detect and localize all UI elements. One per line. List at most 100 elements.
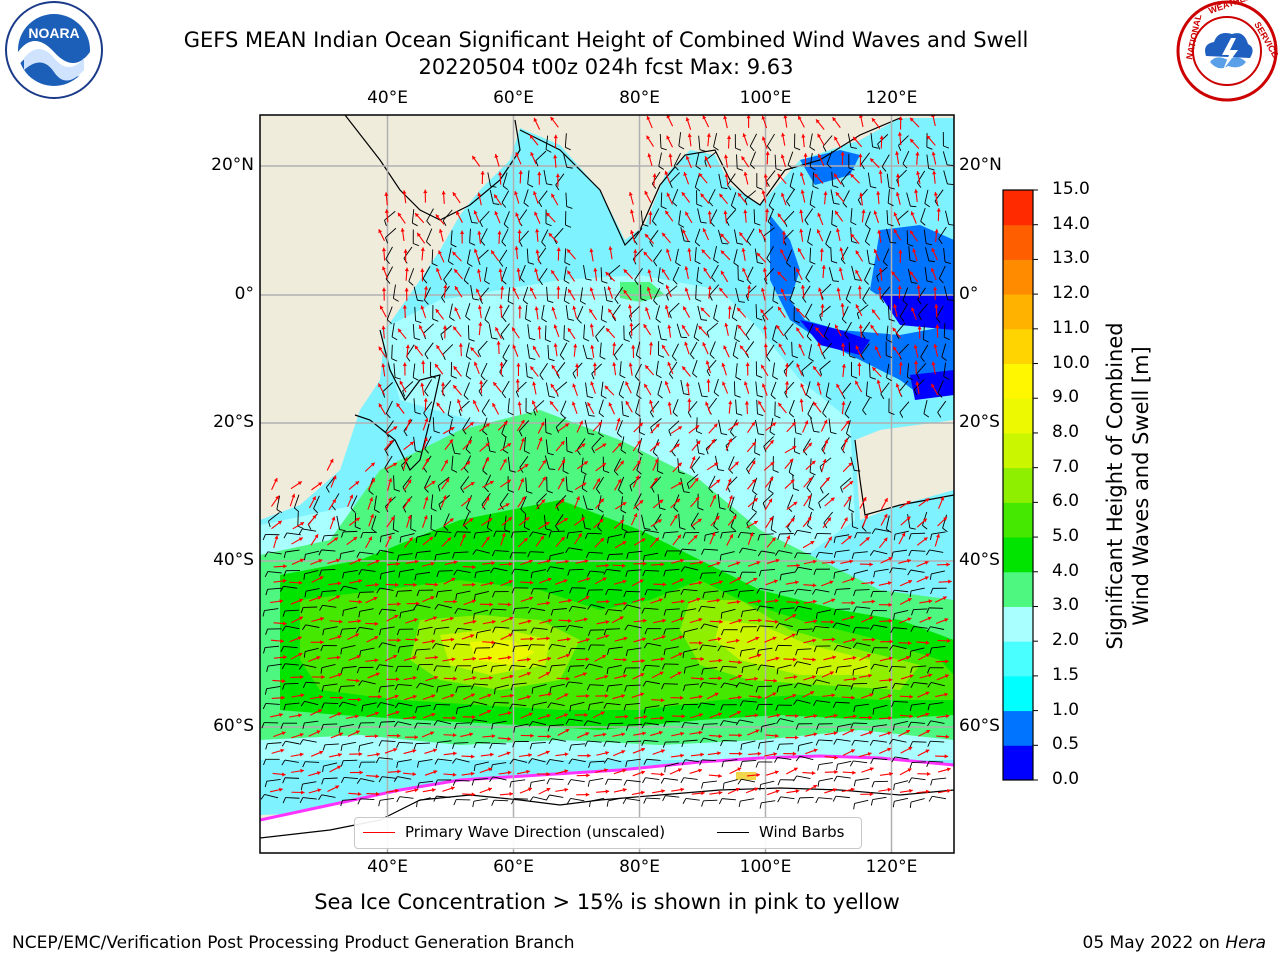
wave-arrowhead xyxy=(402,190,407,194)
wind-barb-flag xyxy=(623,339,630,342)
wave-arrowhead xyxy=(858,153,863,158)
wind-barb xyxy=(484,266,488,281)
wave-arrowhead xyxy=(556,286,561,290)
wave-arrowhead xyxy=(395,582,399,587)
wave-arrowhead xyxy=(737,674,742,679)
wind-barb xyxy=(635,399,640,413)
colorbar-segment xyxy=(1003,224,1033,260)
wave-arrowhead xyxy=(589,323,594,328)
wind-barb-flag xyxy=(815,612,818,619)
wind-barb xyxy=(836,738,851,742)
axis-tick-label: 20°S xyxy=(213,412,254,432)
wind-barb-flag xyxy=(302,722,305,729)
wave-arrowhead xyxy=(623,601,627,606)
wave-arrowhead xyxy=(370,462,375,467)
wave-arrowhead xyxy=(480,170,485,175)
wave-arrowhead xyxy=(741,156,746,161)
wave-arrowhead xyxy=(589,309,593,314)
wind-barb xyxy=(892,738,907,743)
wind-barb-flag xyxy=(490,185,497,188)
wind-barb-flag xyxy=(636,354,642,360)
wave-arrowhead xyxy=(946,638,951,643)
wave-arrowhead xyxy=(718,676,722,681)
wind-barb xyxy=(424,436,432,449)
wind-barb xyxy=(608,609,623,612)
wind-barb xyxy=(759,587,774,592)
wind-barb xyxy=(895,682,910,686)
wind-barb xyxy=(456,722,471,724)
wind-barb xyxy=(435,643,450,648)
wave-arrowhead xyxy=(533,191,537,196)
wave-arrowhead xyxy=(414,345,419,350)
wind-barb-flag xyxy=(889,567,893,574)
wind-barb-flag xyxy=(795,649,798,656)
wave-arrowhead xyxy=(723,154,729,159)
wind-barb-flag xyxy=(394,684,399,691)
colorbar-segment xyxy=(1003,606,1033,642)
wind-barb-flag xyxy=(528,262,535,265)
wind-barb xyxy=(663,777,678,781)
legend-wind-barbs-label: Wind Barbs xyxy=(759,823,845,841)
wave-arrowhead xyxy=(432,748,437,753)
wind-barb-flag xyxy=(759,802,762,809)
wave-arrowhead xyxy=(643,714,648,719)
wave-arrowhead xyxy=(800,383,805,388)
wind-barb-flag xyxy=(489,776,494,783)
wind-barb xyxy=(359,608,374,612)
wind-barb-flag xyxy=(340,531,344,538)
wind-barb-flag xyxy=(772,375,779,380)
wind-barb-flag xyxy=(320,591,323,598)
wind-barb xyxy=(837,665,852,668)
wave-arrowhead xyxy=(924,560,929,565)
wave-arrowhead xyxy=(629,322,634,327)
wave-arrowhead xyxy=(533,117,538,122)
wind-barb-flag xyxy=(809,146,816,151)
wave-arrowhead xyxy=(488,518,493,522)
wind-barb xyxy=(834,569,849,574)
wind-barb xyxy=(684,683,700,686)
wave-arrowhead xyxy=(586,773,590,778)
wind-barb xyxy=(418,626,433,631)
wind-barb-flag xyxy=(661,338,668,341)
wind-barb-flag xyxy=(385,413,391,419)
wind-barb-flag xyxy=(737,591,741,598)
wave-arrowhead xyxy=(889,639,894,644)
wind-barb-flag xyxy=(262,703,267,710)
wind-barb xyxy=(657,494,661,509)
wind-barb xyxy=(607,757,622,763)
wind-barb-flag xyxy=(642,570,646,577)
wind-barb xyxy=(780,796,795,800)
wave-arrowhead xyxy=(878,267,883,272)
wave-arrowhead xyxy=(698,713,703,718)
wave-arrowhead xyxy=(828,536,832,541)
wind-barb-flag xyxy=(433,704,437,711)
wave-arrowhead xyxy=(450,427,455,431)
wind-barb xyxy=(867,172,871,187)
wave-arrowhead xyxy=(623,674,627,679)
wind-barb xyxy=(704,623,718,628)
wind-barb-flag xyxy=(853,590,856,597)
wind-barb-flag xyxy=(465,316,471,321)
wind-barb xyxy=(684,566,699,571)
wind-barb xyxy=(856,642,871,647)
wind-barb-flag xyxy=(473,647,477,654)
wind-barb-flag xyxy=(813,430,820,433)
wind-barb-flag xyxy=(280,646,285,652)
wind-barb xyxy=(437,758,452,762)
wave-arrowhead xyxy=(435,309,440,314)
wave-arrowhead xyxy=(853,676,857,682)
wave-arrowhead xyxy=(827,517,831,522)
wind-barb xyxy=(443,513,450,527)
wind-barb xyxy=(533,701,547,706)
wind-barb xyxy=(912,741,927,743)
wind-barb xyxy=(935,305,944,319)
wave-arrowhead xyxy=(823,191,828,195)
wind-barb-flag xyxy=(282,610,286,617)
wind-barb-flag xyxy=(794,552,798,559)
wind-barb-flag xyxy=(862,409,867,416)
wave-arrowhead xyxy=(509,693,514,698)
wind-barb-flag xyxy=(523,202,529,207)
wind-barb-flag xyxy=(870,591,874,598)
wave-arrowhead xyxy=(587,753,591,758)
wave-arrowhead xyxy=(901,532,906,537)
